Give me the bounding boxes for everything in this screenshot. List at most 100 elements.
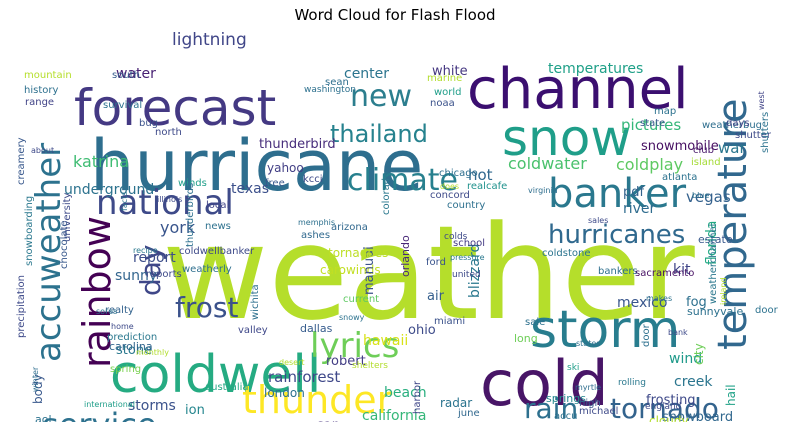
cloud-word-map: map [654,106,676,117]
cloud-word-water: water [116,66,156,82]
cloud-word-valley: valley [238,325,268,336]
cloud-word-world: world [434,87,462,98]
cloud-word-june: june [457,408,480,419]
cloud-word-springs: springs [546,392,586,405]
cloud-word-range: range [25,97,54,108]
cloud-word-san: san [317,418,340,422]
cloud-word-doors: doors [755,305,778,316]
cloud-word-rainbow: rainbow [75,216,119,368]
cloud-word-pictures: pictures [621,116,681,134]
cloud-word-sacramento: sacramento [635,268,694,279]
cloud-word-sores: sores [96,307,117,316]
cloud-word-school: school [453,238,485,249]
cloud-word-recipe: recipe [133,246,158,255]
cloud-word-chicago: chicago [439,168,478,179]
cloud-word-coldplay: coldplay [616,155,683,174]
cloud-word-monthly: monthly [136,348,169,357]
cloud-word-air: air [427,289,445,304]
cloud-word-tornadoes: tornadoes [328,246,388,260]
cloud-word-vegas: vegas [686,188,731,206]
cloud-word-carowinds: carowinds [320,263,381,277]
cloud-word-local: local [206,200,229,211]
cloud-word-florida: florida [704,221,720,266]
cloud-word-high: high [579,398,601,409]
cloud-word-wichita: wichita [250,284,261,320]
cloud-word-temperature: temperature [710,99,756,350]
cloud-word-door: door [641,323,652,347]
cloud-word-bank: bank [668,328,688,337]
cloud-word-concord: concord [430,190,470,201]
cloud-word-kcci: kcci [303,174,323,185]
cloud-word-body: body [31,374,45,404]
cloud-word-robert: robert [326,354,366,369]
cloud-word-day: day [134,244,167,296]
cloud-word-myrtle: myrtle [575,383,601,392]
cloud-word-aol: aol [35,413,52,422]
cloud-word-katrina: katrina [73,152,129,171]
cloud-word-accuweather: accuweather [29,143,69,362]
cloud-word-rolling: rolling [618,378,646,388]
cloud-word-facts: facts [120,192,129,211]
cloud-word-bankers: bankers [598,266,638,277]
cloud-word-city: city [692,343,706,365]
cloud-word-about: about [31,146,54,155]
cloud-word-wind: wind [669,351,702,367]
cloud-word-rain: rain [524,392,578,422]
cloud-word-manual: manual [362,246,377,295]
cloud-word-shelters: shelters [352,361,388,371]
cloud-word-ireland: ireland [719,277,728,305]
cloud-word-weather: weather [162,197,695,349]
cloud-word-england: england [645,402,681,412]
cloud-word-bug: bug [139,118,158,129]
cloud-word-yahoo: yahoo [267,161,304,175]
cloud-word-marine: marine [427,73,462,84]
cloud-word-winds: winds [178,178,207,189]
cloud-word-north: north [155,127,182,138]
cloud-word-frosting: frosting [646,393,696,408]
cloud-word-california: california [362,408,426,422]
cloud-word-ohio: ohio [408,323,436,338]
cloud-word-mexico: mexico [617,295,667,311]
cloud-word-stone: stone [116,343,152,358]
cloud-word-arizona: arizona [331,222,368,233]
cloud-word-dallas: dallas [300,322,333,335]
cloud-word-estate: estate [698,233,733,246]
cloud-word-virginia: virginia [528,186,558,195]
cloud-word-thunder: thunder [242,378,393,422]
cloud-word-tornado: tornado [610,392,719,422]
cloud-word-ford: ford [426,257,446,268]
cloud-word-international: international [84,400,135,409]
cloud-word-sale: sale [525,317,545,328]
cloud-word-carolina: carolina [109,340,153,353]
cloud-word-colorado: colorado [381,172,392,215]
cloud-word-country: country [447,200,485,211]
cloud-word-washington: washington [304,85,356,95]
cloud-word-lightning: lightning [172,30,247,50]
cloud-word-colds: colds [444,232,468,242]
cloud-word-weatherly: weatherly [182,264,232,275]
cloud-word-shutters: shutters [760,112,771,153]
cloud-word-thunderbirds: thunderbirds [185,183,196,247]
cloud-word-ion: ion [185,403,205,418]
cloud-word-creek: creek [674,374,713,390]
cloud-word-survival: survival [103,100,142,111]
cloud-word-snowboarding: snowboarding [24,196,35,266]
cloud-word-makes: makes [646,294,672,303]
cloud-word-sunnyvale: sunnyvale [687,305,743,318]
cloud-word-kit: kit [673,262,691,278]
cloud-word-shutter: shutter [735,130,772,141]
cloud-word-sales: sales [588,216,608,225]
cloud-word-forecast: forecast [74,79,276,137]
cloud-word-cold: cold [480,347,609,420]
cloud-word-white: white [432,64,468,79]
cloud-word-realcafe: realcafe [467,181,507,192]
cloud-word-ashes: ashes [301,230,330,241]
cloud-word-coldwellbanker: coldwellbanker [179,246,255,257]
cloud-word-chocolate: chocolate [59,220,70,269]
cloud-word-ski: ski [567,363,579,373]
cloud-word-coldwell: coldwell [110,345,321,405]
cloud-word-reports: reports [146,269,182,280]
cloud-word-michael: michael [579,406,618,417]
cloud-word-state: state [640,118,665,129]
